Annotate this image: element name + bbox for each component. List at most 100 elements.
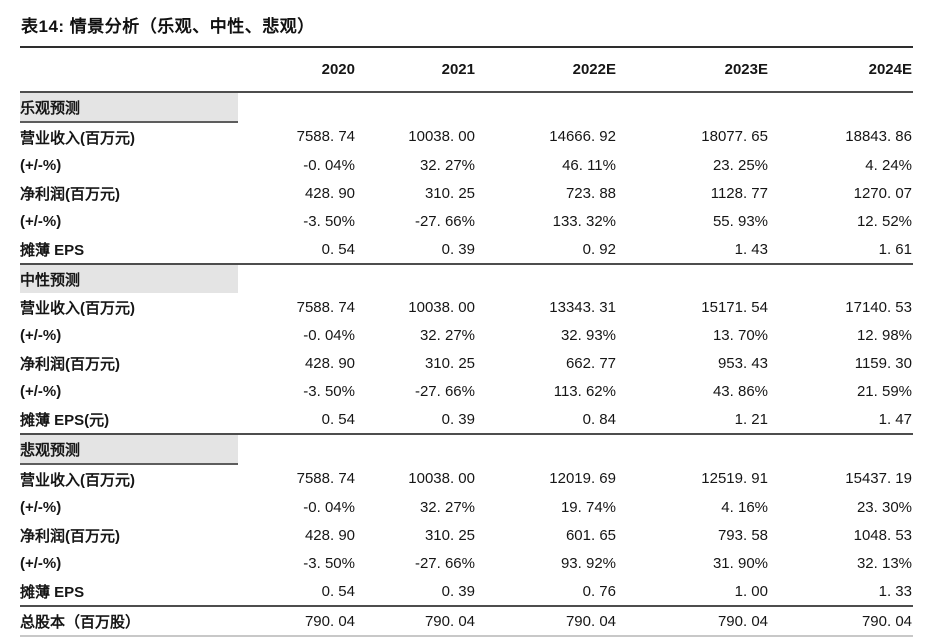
value-cell: 19. 74% (560, 498, 616, 516)
data-row: 摊薄 EPS(元) 0. 54 0. 39 0. 84 1. 21 1. 47 (20, 405, 913, 434)
empty-cell (476, 263, 617, 293)
value-cell: -3. 50% (303, 554, 355, 572)
value-cell: 601. 65 (565, 526, 616, 544)
header-label-spacer (20, 48, 238, 93)
value-cell: 13343. 31 (549, 298, 616, 316)
row-label: 净利润(百万元) (20, 185, 120, 203)
row-label: 总股本（百万股） (20, 605, 238, 637)
empty-cell (356, 263, 476, 293)
section-title: 中性预测 (20, 263, 238, 293)
data-row: 净利润(百万元) 428. 90 310. 25 662. 77 953. 43 1159… (20, 349, 913, 377)
value-cell: -0. 04% (303, 326, 355, 344)
value-cell: 4. 16% (721, 498, 768, 516)
empty-cell (476, 92, 617, 122)
row-label: (+/-%) (20, 498, 62, 516)
empty-cell (238, 92, 356, 122)
value-cell: 1270. 07 (853, 184, 912, 202)
table-body: 乐观预测 营业收入(百万元) 7588. 74 10038. 00 14666. 92 1… (20, 92, 913, 637)
empty-cell (769, 92, 913, 122)
value-cell: 790. 04 (356, 605, 476, 637)
table-title: 表14: 情景分析（乐观、中性、悲观） (20, 8, 913, 48)
value-cell: 790. 04 (617, 605, 769, 637)
section-row: 中性预测 (20, 263, 913, 293)
value-cell: 32. 13% (856, 554, 912, 572)
value-cell: 1. 47 (878, 410, 912, 428)
empty-cell (617, 433, 769, 464)
value-cell: 4. 24% (865, 156, 912, 174)
value-cell: 21. 59% (856, 382, 912, 400)
data-row: 净利润(百万元) 428. 90 310. 25 601. 65 793. 58 1048… (20, 521, 913, 549)
value-cell: 23. 30% (856, 498, 912, 516)
row-label: (+/-%) (20, 382, 62, 400)
value-cell: 1128. 77 (710, 184, 768, 202)
value-cell: 790. 04 (769, 605, 913, 637)
row-label: 摊薄 EPS(元) (20, 411, 110, 429)
empty-cell (617, 263, 769, 293)
data-row: (+/-%) -3. 50% -27. 66% 93. 92% 31. 90% 32. 1… (20, 549, 913, 577)
value-cell: -27. 66% (414, 382, 475, 400)
value-cell: 32. 27% (419, 156, 475, 174)
section-row: 悲观预测 (20, 433, 913, 465)
value-cell: 310. 25 (424, 526, 475, 544)
value-cell: 790. 04 (476, 605, 617, 637)
empty-cell (617, 92, 769, 122)
data-row: 营业收入(百万元) 7588. 74 10038. 00 13343. 31 15171… (20, 293, 913, 321)
value-cell: 7588. 74 (296, 128, 355, 145)
value-cell: -3. 50% (303, 212, 355, 230)
value-cell: 1. 21 (734, 410, 768, 428)
value-cell: 790. 04 (238, 605, 356, 637)
row-label: 摊薄 EPS (20, 583, 85, 601)
value-cell: 10038. 00 (408, 128, 475, 145)
value-cell: 18077. 65 (701, 128, 768, 145)
value-cell: 1. 61 (878, 240, 912, 258)
row-label: 营业收入(百万元) (20, 299, 135, 317)
row-label: (+/-%) (20, 326, 62, 344)
value-cell: 0. 39 (441, 240, 475, 258)
value-cell: 133. 32% (552, 212, 616, 230)
value-cell: 15171. 54 (701, 298, 768, 316)
row-label: 净利润(百万元) (20, 527, 120, 545)
value-cell: 0. 92 (582, 240, 616, 258)
value-cell: 32. 27% (419, 326, 475, 344)
value-cell: 113. 62% (553, 382, 616, 400)
value-cell: 723. 88 (565, 184, 616, 202)
row-label: 净利润(百万元) (20, 355, 120, 373)
total-row: 总股本（百万股） 790. 04 790. 04 790. 04 790. 04 790.… (20, 605, 913, 637)
value-cell: 1. 33 (878, 582, 912, 600)
value-cell: 0. 76 (582, 582, 616, 600)
data-row: (+/-%) -3. 50% -27. 66% 133. 32% 55. 93% 12. … (20, 207, 913, 235)
data-row: 营业收入(百万元) 7588. 74 10038. 00 12019. 69 12519… (20, 464, 913, 493)
value-cell: 0. 39 (441, 410, 475, 428)
value-cell: 18843. 86 (845, 128, 912, 145)
value-cell: 428. 90 (304, 184, 355, 202)
empty-cell (769, 433, 913, 464)
value-cell: 15437. 19 (845, 470, 912, 487)
value-cell: 7588. 74 (296, 298, 355, 316)
column-header: 2024E (769, 48, 913, 93)
value-cell: 43. 86% (712, 382, 768, 400)
section-title: 悲观预测 (20, 433, 238, 465)
value-cell: 428. 90 (304, 354, 355, 372)
data-row: (+/-%) -0. 04% 32. 27% 46. 11% 23. 25% 4. 24% (20, 151, 913, 179)
empty-cell (476, 433, 617, 464)
value-cell: 428. 90 (304, 526, 355, 544)
empty-cell (238, 433, 356, 464)
value-cell: 93. 92% (560, 554, 616, 572)
value-cell: 310. 25 (424, 354, 475, 372)
empty-cell (356, 433, 476, 464)
data-row: 净利润(百万元) 428. 90 310. 25 723. 88 1128. 77 127… (20, 179, 913, 207)
empty-cell (769, 263, 913, 293)
value-cell: 0. 54 (321, 240, 355, 258)
column-header: 2023E (617, 48, 769, 93)
column-header: 2022E (476, 48, 617, 93)
value-cell: 1. 43 (734, 240, 768, 258)
empty-cell (238, 263, 356, 293)
value-cell: 14666. 92 (549, 128, 616, 145)
row-label: (+/-%) (20, 212, 62, 230)
value-cell: 46. 11% (562, 156, 616, 174)
value-cell: 10038. 00 (408, 470, 475, 487)
value-cell: 55. 93% (712, 212, 768, 230)
column-header: 2020 (238, 48, 356, 93)
value-cell: 32. 93% (560, 326, 616, 344)
